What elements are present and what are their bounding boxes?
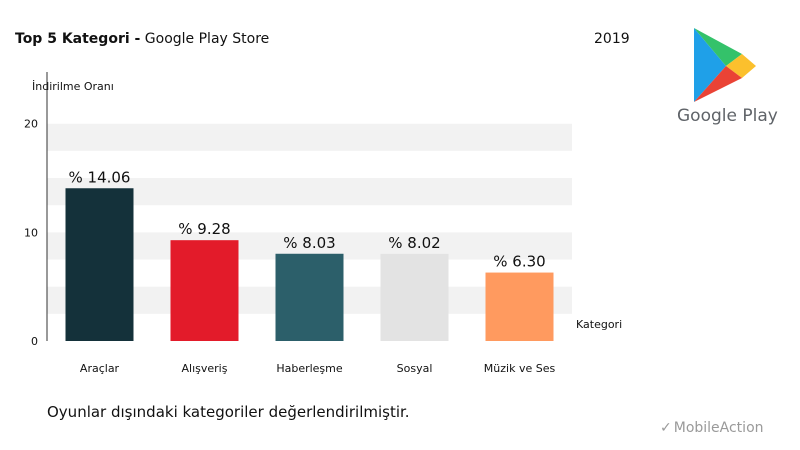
x-tick-label: Alışveriş <box>182 362 228 375</box>
y-axis-label: İndirilme Oranı <box>32 80 114 93</box>
footnote: Oyunlar dışındaki kategoriler değerlendi… <box>47 403 410 421</box>
x-tick-label: Sosyal <box>397 362 433 375</box>
google-play-logo-text: Google Play <box>677 106 778 126</box>
y-tick-label: 20 <box>24 118 38 131</box>
x-tick-label: Müzik ve Ses <box>484 362 556 375</box>
bar-value-label: % 9.28 <box>178 220 230 238</box>
bar <box>65 188 134 341</box>
bar <box>380 253 449 341</box>
grid-band <box>47 178 572 206</box>
bar <box>275 253 344 341</box>
x-axis-label: Kategori <box>576 318 623 331</box>
mobileaction-logo: ✓ MobileAction <box>660 420 764 436</box>
bar <box>485 272 554 341</box>
chart-title: Top 5 Kategori - Google Play Store <box>15 31 269 47</box>
y-tick-label: 10 <box>24 226 38 239</box>
bar-chart: 0 10 20 % 14.06 Araçlar % 9.28 Alışveriş % 8.03… <box>24 72 572 375</box>
x-tick-label: Araçlar <box>80 362 120 375</box>
title-rest: Google Play Store <box>144 31 270 47</box>
y-tick-label: 0 <box>31 335 38 348</box>
title-bold: Top 5 Kategori - <box>15 31 141 47</box>
bar-value-label: % 14.06 <box>69 168 131 186</box>
mobileaction-mark-icon: ✓ <box>660 420 672 436</box>
x-tick-label: Haberleşme <box>276 362 343 375</box>
grid-band <box>47 123 572 151</box>
bar-value-label: % 6.30 <box>493 253 545 271</box>
year-label: 2019 <box>594 31 630 47</box>
mobileaction-logo-text: MobileAction <box>673 420 764 436</box>
bar-value-label: % 8.02 <box>388 234 440 252</box>
bar-value-label: % 8.03 <box>283 234 335 252</box>
google-play-logo-icon <box>694 28 756 102</box>
bar <box>170 240 239 341</box>
